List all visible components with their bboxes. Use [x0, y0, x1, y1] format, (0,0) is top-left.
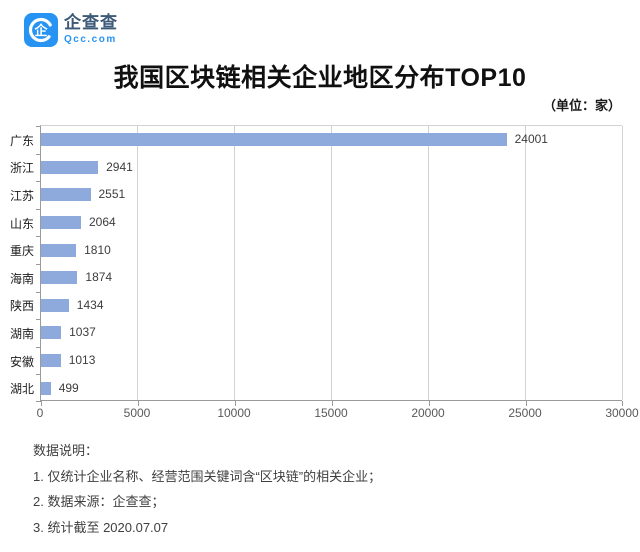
- value-label-江苏: 2551: [98, 187, 126, 202]
- unit-label: （单位：家）: [542, 98, 621, 113]
- bar-row-湖南: 1037: [41, 319, 622, 347]
- bar-row-湖北: 499: [41, 374, 622, 402]
- x-tick-label: 20000: [411, 406, 445, 420]
- y-tick: [36, 236, 41, 237]
- category-label-安徽: 安徽: [9, 354, 34, 369]
- bar-重庆: [41, 243, 77, 257]
- bar-浙江: [41, 160, 99, 174]
- y-tick: [36, 126, 41, 127]
- x-tick-5000: [138, 401, 139, 406]
- notes-heading: 数据说明：: [33, 443, 99, 458]
- gridline-25000: [525, 126, 526, 400]
- bar-row-江苏: 2551: [41, 181, 622, 209]
- category-label-广东: 广东: [9, 133, 34, 148]
- qcc-logo-text: 企查查 Qcc.com: [64, 13, 118, 46]
- y-tick: [36, 292, 41, 293]
- note-line: 1. 仅统计企业名称、经营范围关键词含“区块链”的相关企业；: [33, 468, 382, 484]
- bar-row-重庆: 1810: [41, 236, 622, 264]
- category-label-浙江: 浙江: [9, 161, 34, 176]
- x-tick-label: 25000: [508, 406, 542, 420]
- brand-name: 企查查: [64, 13, 118, 32]
- plot-area: 24001 2941 2551 2064 1810 1874 1434 1037 1013 499: [36, 125, 623, 406]
- gridline-5000: [137, 126, 138, 400]
- bar-湖南: [41, 326, 62, 340]
- category-label-海南: 海南: [9, 271, 34, 286]
- x-tick-label: 5000: [123, 406, 151, 420]
- value-label-广东: 24001: [514, 132, 548, 147]
- x-tick-0: [41, 401, 42, 406]
- y-tick: [36, 401, 41, 402]
- note-line: 3. 统计截至 2020.07.07: [33, 519, 169, 535]
- bar-row-安徽: 1013: [41, 347, 622, 375]
- gridline-10000: [234, 126, 235, 400]
- qcc-logo-icon: 企: [24, 13, 58, 47]
- value-label-山东: 2064: [89, 215, 116, 230]
- brand-domain: Qcc.com: [64, 34, 117, 45]
- bar-陕西: [41, 298, 69, 312]
- y-tick: [36, 374, 41, 375]
- y-axis-labels: 广东浙江江苏山东重庆海南陕西湖南安徽湖北: [0, 125, 34, 401]
- x-tick-label: 30000: [605, 406, 639, 420]
- value-label-湖北: 499: [58, 380, 79, 395]
- category-label-湖北: 湖北: [9, 382, 34, 397]
- x-axis-labels: 0 5000 10000 15000 20000 25000 30000: [0, 406, 640, 422]
- data-notes: 数据说明： 1. 仅统计企业名称、经营范围关键词含“区块链”的相关企业； 2. …: [33, 438, 381, 540]
- bar-row-山东: 2064: [41, 209, 622, 237]
- category-label-江苏: 江苏: [9, 189, 34, 203]
- x-tick-25000: [526, 401, 527, 406]
- x-tick-label: 0: [36, 406, 44, 420]
- bar-江苏: [41, 188, 91, 202]
- bar-row-浙江: 2941: [41, 154, 622, 182]
- bar-row-陕西: 1434: [41, 292, 622, 320]
- y-tick: [36, 264, 41, 265]
- value-label-安徽: 1013: [68, 353, 96, 368]
- y-tick: [36, 154, 41, 155]
- value-label-海南: 1874: [85, 270, 113, 285]
- x-tick-10000: [235, 401, 236, 406]
- value-label-重庆: 1810: [84, 242, 111, 257]
- gridline-30000: [622, 126, 623, 400]
- x-tick-20000: [429, 401, 430, 406]
- bar-row-海南: 1874: [41, 264, 622, 292]
- y-tick: [36, 319, 41, 320]
- x-tick-30000: [622, 401, 623, 406]
- category-label-湖南: 湖南: [9, 327, 34, 341]
- bar-海南: [41, 271, 78, 285]
- y-tick: [36, 347, 41, 348]
- x-tick-label: 10000: [217, 406, 251, 420]
- category-label-重庆: 重庆: [9, 244, 34, 259]
- value-label-湖南: 1037: [69, 325, 96, 340]
- y-tick: [36, 209, 41, 210]
- note-line: 2. 数据来源：企查查；: [33, 494, 165, 509]
- category-label-陕西: 陕西: [9, 299, 34, 314]
- gridline-15000: [331, 126, 332, 400]
- bar-山东: [41, 216, 81, 230]
- category-label-山东: 山东: [9, 216, 34, 231]
- value-label-浙江: 2941: [106, 159, 133, 174]
- value-label-陕西: 1434: [76, 297, 104, 312]
- svg-text:企: 企: [33, 23, 48, 38]
- x-tick-15000: [332, 401, 333, 406]
- bar-湖北: [41, 381, 51, 395]
- chart-title: 我国区块链相关企业地区分布TOP10: [113, 64, 527, 92]
- x-tick-label: 15000: [314, 406, 348, 420]
- bar-row-广东: 24001: [41, 126, 622, 154]
- y-tick: [36, 181, 41, 182]
- bar-广东: [41, 133, 507, 147]
- qcc-spiral-icon: 企: [28, 17, 54, 43]
- gridline-20000: [428, 126, 429, 400]
- bar-安徽: [41, 354, 61, 368]
